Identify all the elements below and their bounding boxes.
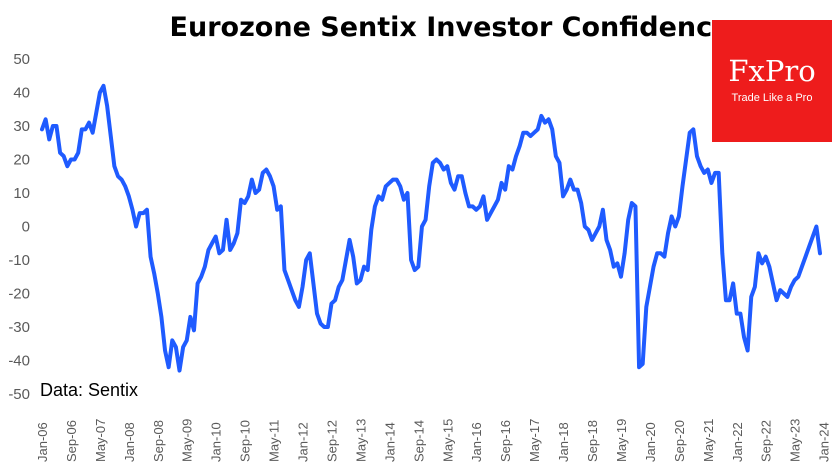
x-tick-label: May-19	[614, 419, 629, 462]
y-tick-label: 30	[13, 118, 30, 135]
x-tick-label: May-21	[701, 419, 716, 462]
x-tick-label: Sep-10	[238, 420, 253, 462]
fxpro-logo: FxPro Trade Like a Pro	[712, 20, 832, 142]
y-tick-label: -10	[8, 252, 30, 269]
y-tick-label: 0	[22, 219, 30, 236]
x-tick-label: Jan-08	[122, 422, 137, 462]
y-tick-label: -20	[8, 286, 30, 303]
x-tick-label: May-09	[180, 419, 195, 462]
x-tick-label: Sep-06	[64, 420, 79, 462]
chart-title: Eurozone Sentix Investor Confidence	[169, 12, 731, 43]
x-tick-label: Jan-24	[817, 422, 832, 462]
logo-tagline: Trade Like a Pro	[731, 92, 813, 104]
y-tick-label: 20	[13, 152, 30, 169]
x-tick-label: Sep-08	[151, 420, 166, 462]
x-tick-label: Jan-16	[469, 422, 484, 462]
source-note: Data: Sentix	[40, 380, 139, 400]
x-tick-label: May-11	[267, 420, 282, 462]
x-tick-label: May-13	[353, 419, 368, 462]
x-tick-label: Jan-22	[730, 422, 745, 462]
x-tick-label: Sep-14	[411, 420, 426, 462]
x-tick-label: Sep-12	[324, 420, 339, 462]
x-tick-label: May-17	[527, 419, 542, 462]
x-tick-label: Sep-22	[759, 420, 774, 462]
x-tick-label: Jan-06	[35, 422, 50, 462]
y-tick-label: 40	[13, 85, 30, 102]
y-tick-label: 10	[13, 185, 30, 202]
x-tick-label: Jan-12	[296, 422, 311, 462]
series-group	[40, 83, 822, 373]
x-tick-label: Sep-18	[585, 420, 600, 462]
x-tick-label: Jan-14	[382, 422, 397, 462]
logo-brand: FxPro	[728, 54, 816, 88]
x-axis: Jan-06 Sep-06 May-07 Jan-08 Sep-08 May-09 Jan-…	[35, 419, 832, 462]
y-tick-label: 50	[13, 51, 30, 68]
x-tick-label: Jan-18	[556, 422, 571, 462]
x-tick-label: Jan-20	[643, 422, 658, 462]
y-axis: 50 40 30 20 10 0 -10 -20 -30 -40 -50	[8, 51, 30, 403]
x-tick-label: May-23	[788, 419, 803, 462]
y-tick-label: -50	[8, 386, 30, 403]
x-tick-label: May-07	[93, 419, 108, 462]
x-tick-label: Sep-16	[498, 420, 513, 462]
x-tick-label: Sep-20	[672, 420, 687, 462]
x-tick-label: May-15	[440, 419, 455, 462]
y-tick-label: -40	[8, 353, 30, 370]
x-tick-label: Jan-10	[209, 422, 224, 462]
series-line	[40, 83, 822, 373]
y-tick-label: -30	[8, 319, 30, 336]
